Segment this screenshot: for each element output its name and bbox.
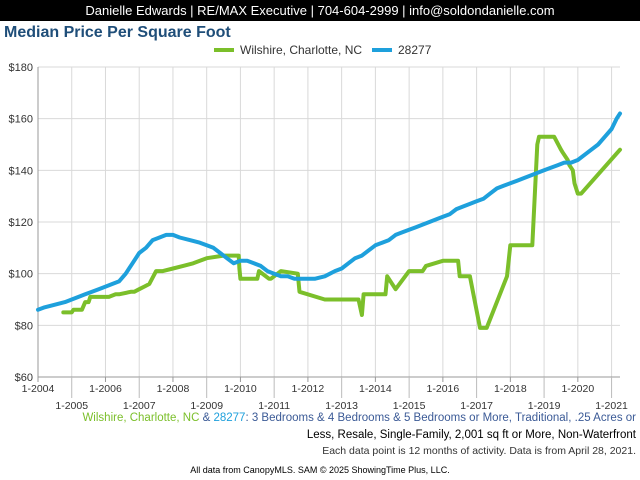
x-tick-label: 1-2010: [224, 383, 257, 395]
caption-area-1: Wilshire, Charlotte, NC: [82, 412, 200, 424]
x-tick-label: 1-2005: [55, 400, 88, 412]
agent-header-text: Danielle Edwards | RE/MAX Executive | 70…: [85, 3, 555, 18]
y-tick-label: $120: [9, 217, 33, 229]
data-note: Each data point is 12 months of activity…: [322, 445, 636, 457]
y-tick-label: $100: [9, 269, 33, 281]
y-tick-label: $80: [15, 320, 33, 332]
legend-label: 28277: [398, 43, 432, 57]
x-tick-label: 1-2017: [460, 400, 493, 412]
x-tick-label: 1-2009: [190, 400, 223, 412]
x-tick-label: 1-2011: [258, 400, 290, 412]
criteria-caption-line-1: Wilshire, Charlotte, NC & 28277: 3 Bedro…: [0, 410, 636, 427]
x-tick-label: 1-2018: [494, 383, 527, 395]
x-tick-label: 1-2008: [157, 383, 190, 395]
x-tick-label: 1-2006: [89, 383, 122, 395]
x-tick-label: 1-2013: [325, 400, 358, 412]
agent-header: Danielle Edwards | RE/MAX Executive | 70…: [0, 0, 640, 21]
x-tick-label: 1-2019: [528, 400, 561, 412]
criteria-caption-line-2: Less, Resale, Single-Family, 2,001 sq ft…: [306, 429, 636, 441]
series-line-zip-28277: [36, 111, 622, 312]
x-tick-label: 1-2014: [359, 383, 392, 395]
x-tick-label: 1-2004: [22, 383, 55, 395]
caption-criteria: : 3 Bedrooms & 4 Bedrooms & 5 Bedrooms o…: [245, 412, 636, 424]
caption-amp: &: [199, 412, 214, 424]
chart-title: Median Price Per Square Foot: [4, 24, 231, 41]
y-tick-label: $140: [9, 165, 33, 177]
y-tick-label: $160: [9, 114, 33, 126]
series-line-wilshire: [61, 134, 622, 330]
data-source-footer: All data from CanopyMLS. SAM © 2025 Show…: [190, 465, 450, 475]
x-tick-label: 1-2020: [561, 383, 594, 395]
legend-label: Wilshire, Charlotte, NC: [240, 43, 362, 57]
y-tick-label: $180: [9, 62, 33, 74]
caption-area-2: 28277: [213, 412, 246, 424]
x-tick-label: 1-2016: [427, 383, 460, 395]
x-tick-label: 1-2012: [292, 383, 325, 395]
x-tick-label: 1-2007: [123, 400, 156, 412]
x-tick-label: 1-2021: [595, 400, 628, 412]
y-tick-label: $60: [15, 372, 33, 384]
x-tick-label: 1-2015: [393, 400, 426, 412]
